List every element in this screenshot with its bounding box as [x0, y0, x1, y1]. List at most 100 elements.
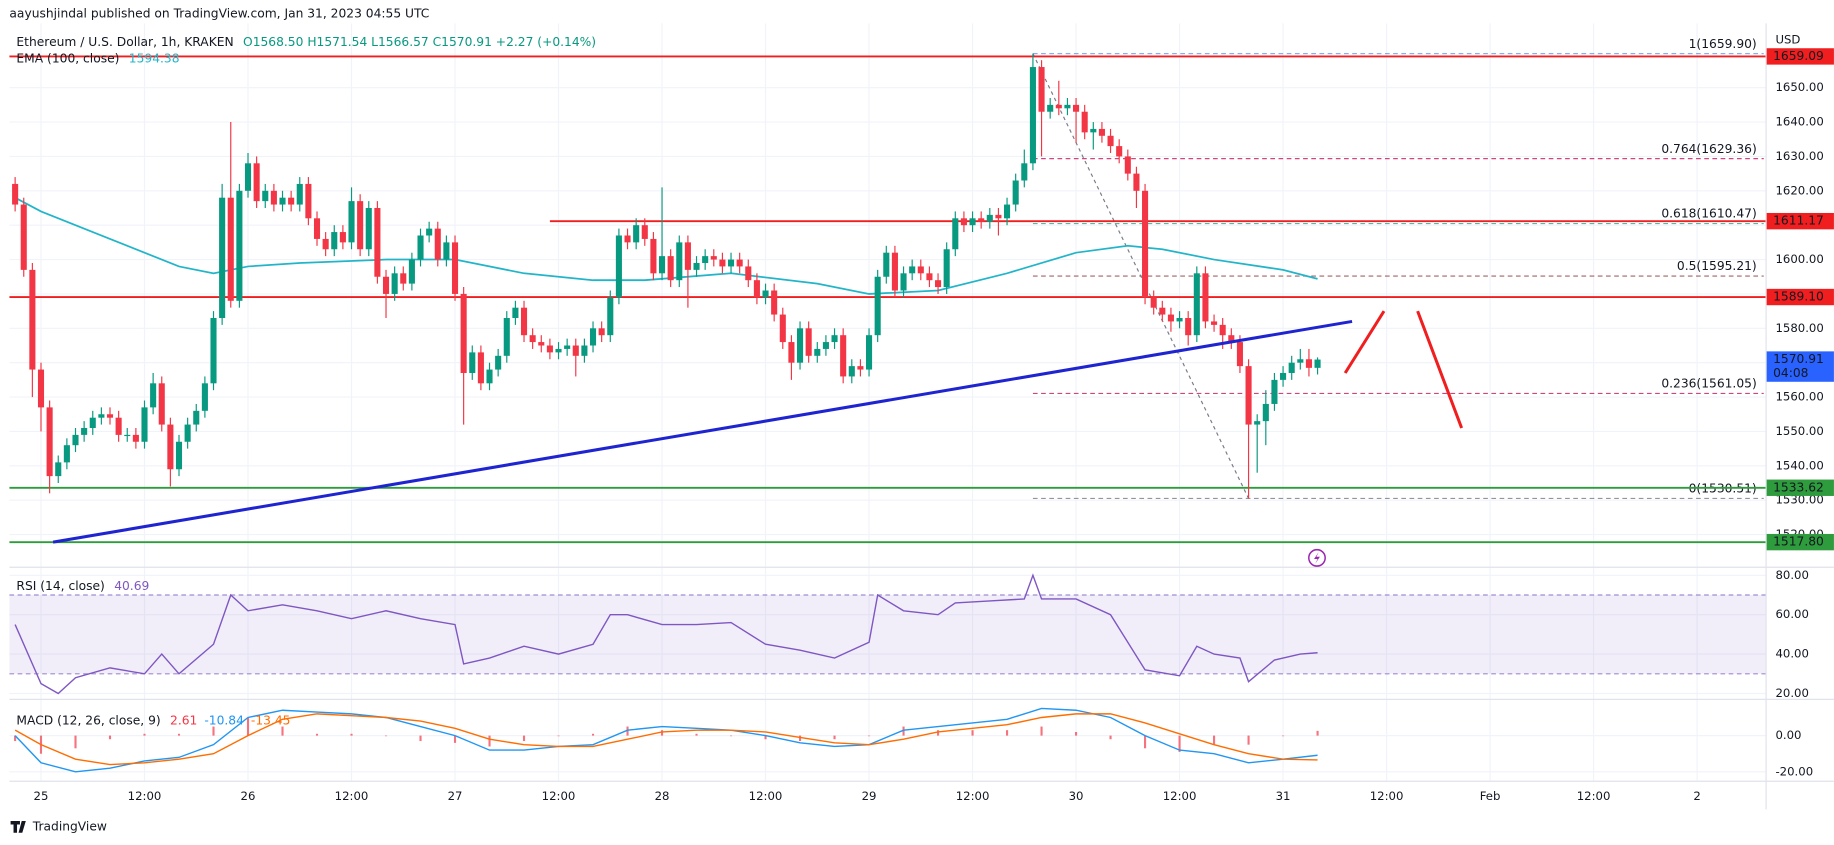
candle-body — [1219, 324, 1226, 336]
candle-body — [702, 256, 709, 263]
candle-body — [1176, 318, 1183, 322]
candle-body — [106, 414, 114, 418]
candle-body — [1142, 190, 1149, 298]
candle-body — [969, 218, 976, 226]
candle-body — [529, 335, 536, 343]
candle-body — [572, 345, 579, 356]
candle-body — [615, 235, 622, 298]
price-tag — [1766, 288, 1834, 306]
candle-body — [883, 252, 890, 277]
macd-histogram-bar — [557, 735, 560, 737]
candle-body — [1116, 146, 1123, 157]
candle-body — [331, 232, 338, 250]
macd-histogram-bar — [1282, 735, 1285, 737]
candle-body — [227, 197, 234, 301]
candle-body — [520, 307, 528, 336]
candle-body — [676, 242, 683, 281]
fib-diagonal — [1032, 53, 1250, 499]
candle-body — [1288, 362, 1295, 374]
candle-body — [1004, 204, 1011, 219]
candle-body — [848, 366, 855, 377]
candle-body — [374, 207, 381, 277]
candle-body — [943, 249, 950, 288]
candle-body — [313, 218, 321, 239]
macd-histogram-bar — [729, 735, 733, 737]
candle-body — [1133, 173, 1140, 191]
candle-body — [305, 183, 312, 219]
footer-brand: TradingView — [32, 819, 107, 833]
candle-body — [805, 328, 812, 356]
macd-legend: MACD (12, 26, close, 9) 2.61 -10.84 -13.45 — [16, 713, 290, 727]
candle-body — [909, 266, 916, 274]
candle-body — [814, 348, 821, 356]
price-tag — [1766, 533, 1834, 551]
macd-histogram-bar — [453, 735, 457, 743]
x-tick-label: 12:00 — [1577, 789, 1611, 803]
candle-body — [538, 342, 545, 346]
candle-body — [1305, 359, 1312, 368]
price-tag-label: 1589.10 — [1773, 290, 1824, 304]
candle-body — [132, 434, 139, 442]
price-tag-label: 1533.62 — [1773, 480, 1824, 494]
x-tick-label: 12:00 — [1163, 789, 1197, 803]
macd-histogram-bar — [143, 733, 146, 736]
candle-body — [503, 318, 510, 356]
candle-body — [641, 225, 648, 239]
candle-body — [1012, 180, 1019, 205]
candle-body — [658, 256, 666, 274]
candle-body — [1202, 273, 1209, 322]
alert-bolt[interactable] — [1314, 552, 1320, 564]
candle-body — [184, 424, 191, 442]
projection-line — [1416, 310, 1464, 429]
candle-body — [1090, 128, 1097, 133]
candle-body — [926, 273, 933, 281]
macd-histogram-bar — [1178, 735, 1181, 752]
candle-body — [978, 218, 985, 222]
price-tag-label: 1611.17 — [1773, 214, 1824, 228]
macd-histogram-bar — [867, 735, 871, 737]
candle-body — [1021, 163, 1028, 181]
macd-histogram-bar — [281, 726, 284, 736]
y-tick-label: 1620.00 — [1775, 183, 1823, 197]
alert-icon[interactable] — [1308, 548, 1326, 567]
signal-line — [14, 713, 1318, 766]
y-tick-label: -20.00 — [1775, 764, 1813, 778]
y-tick-label: 1600.00 — [1775, 252, 1823, 266]
macd-value: -10.84 — [204, 713, 244, 727]
candle-body — [348, 201, 355, 243]
macd-histogram-bar — [1247, 735, 1250, 745]
rsi-name: RSI (14, close) — [16, 578, 104, 592]
last-price-label: 1570.91 — [1773, 352, 1824, 366]
candle-body — [1150, 297, 1157, 308]
macd-histogram-bar — [833, 735, 836, 740]
macd-histogram-bar — [488, 735, 491, 747]
y-tick-label: 40.00 — [1775, 647, 1808, 661]
candle-body — [288, 197, 295, 205]
x-tick-label: 31 — [1276, 789, 1291, 803]
candle-body — [1055, 104, 1062, 109]
candle-body — [736, 259, 743, 267]
candle-body — [1297, 359, 1304, 363]
fib-level-label: 0.618(1610.47) — [1661, 207, 1756, 221]
candle-body — [900, 273, 907, 291]
macd-histogram-bar — [1316, 730, 1319, 736]
x-tick-label: 25 — [34, 789, 49, 803]
candle-body — [72, 434, 79, 446]
candle-body — [1280, 373, 1287, 380]
last-price-tag — [1766, 351, 1834, 382]
candle-body — [244, 163, 252, 191]
candle-body — [434, 228, 441, 260]
candle-body — [417, 235, 424, 260]
candle-body — [624, 235, 631, 243]
candle-body — [667, 256, 674, 281]
fib-level-label: 0.764(1629.36) — [1661, 142, 1756, 156]
candle-body — [917, 266, 924, 274]
x-tick-label: 12:00 — [542, 789, 576, 803]
candle-body — [796, 328, 804, 363]
candle-body — [262, 190, 269, 202]
candle-body — [710, 256, 717, 260]
fib-level-label: 1(1659.90) — [1689, 37, 1757, 51]
candle-body — [779, 314, 786, 343]
